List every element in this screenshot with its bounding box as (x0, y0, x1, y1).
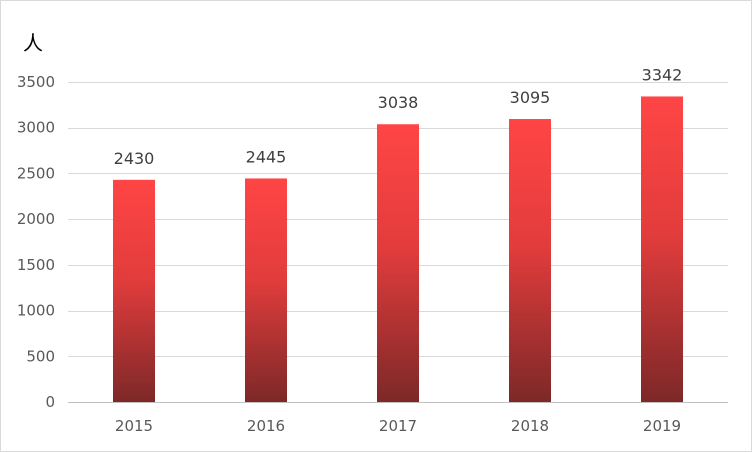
bar-2017 (377, 124, 419, 403)
bars (113, 96, 683, 403)
data-label-2019: 3342 (642, 65, 683, 84)
bar-2018 (509, 119, 551, 403)
data-label-2017: 3038 (378, 93, 419, 112)
x-tick-label: 2016 (247, 417, 285, 435)
x-axis-ticks: 2015 2016 2017 2018 2019 (115, 417, 681, 435)
data-label-2016: 2445 (246, 147, 287, 166)
y-tick-label: 0 (45, 393, 55, 411)
y-tick-label: 3500 (17, 73, 55, 91)
data-label-2018: 3095 (510, 88, 551, 107)
bar-2019 (641, 96, 683, 403)
y-axis-ticks: 0 500 1000 1500 2000 2500 3000 3500 (17, 73, 55, 411)
y-tick-label: 2000 (17, 210, 55, 228)
y-axis-unit-label: 人 (23, 31, 43, 55)
x-tick-label: 2017 (379, 417, 417, 435)
bar-2015 (113, 179, 155, 402)
data-labels: 2430 2445 3038 3095 3342 (114, 65, 683, 167)
y-tick-label: 3000 (17, 119, 55, 137)
x-tick-label: 2019 (643, 417, 681, 435)
y-tick-label: 2500 (17, 164, 55, 182)
data-label-2015: 2430 (114, 149, 155, 168)
x-tick-label: 2018 (511, 417, 549, 435)
y-tick-label: 500 (26, 347, 55, 365)
y-tick-label: 1500 (17, 256, 55, 274)
bar-2016 (245, 178, 287, 402)
y-tick-label: 1000 (17, 302, 55, 320)
x-tick-label: 2015 (115, 417, 153, 435)
